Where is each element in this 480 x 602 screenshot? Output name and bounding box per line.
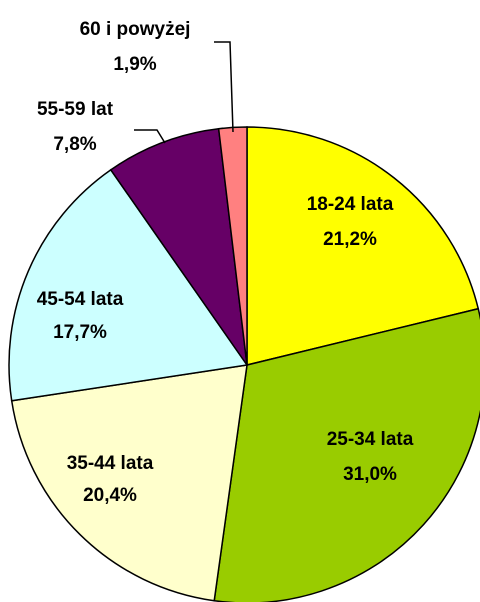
value-label: 20,4% xyxy=(83,485,137,506)
slices xyxy=(8,126,480,602)
slice-label: 35-44 lata xyxy=(67,453,154,474)
value-label: 1,9% xyxy=(113,54,156,75)
value-label: 7,8% xyxy=(53,134,96,155)
value-label: 21,2% xyxy=(323,229,377,250)
pie-slice xyxy=(109,127,248,366)
slice-label: 45-54 lata xyxy=(37,289,124,310)
pie-slice xyxy=(246,126,480,366)
pie-slice xyxy=(213,307,480,602)
leader-line xyxy=(214,41,234,133)
slice-label: 60 i powyżej xyxy=(80,19,191,40)
slice-label: 18-24 lata xyxy=(307,194,394,215)
slice-label: 25-34 lata xyxy=(327,429,414,450)
pie-slice xyxy=(8,168,249,402)
value-label: 17,7% xyxy=(53,322,107,343)
value-label: 31,0% xyxy=(343,464,397,485)
slice-label: 55-59 lat xyxy=(37,99,114,120)
leader-line xyxy=(134,129,166,144)
labels: 18-24 lata 21,2% 25-34 lata 31,0% 35-44 lata… xyxy=(37,19,414,506)
pie-slice xyxy=(10,364,248,602)
